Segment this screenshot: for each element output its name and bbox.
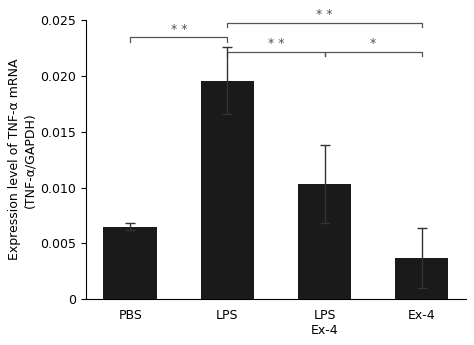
Text: * *: * *: [171, 23, 187, 36]
Bar: [201, 81, 254, 299]
Bar: [103, 227, 157, 299]
Bar: [298, 184, 351, 299]
Text: * *: * *: [316, 8, 333, 21]
Text: * *: * *: [268, 37, 284, 50]
Bar: [395, 258, 448, 299]
Y-axis label: Expression level of TNF-α mRNA
(TNF-α/GAPDH): Expression level of TNF-α mRNA (TNF-α/GA…: [9, 59, 36, 260]
Text: *: *: [370, 37, 376, 50]
